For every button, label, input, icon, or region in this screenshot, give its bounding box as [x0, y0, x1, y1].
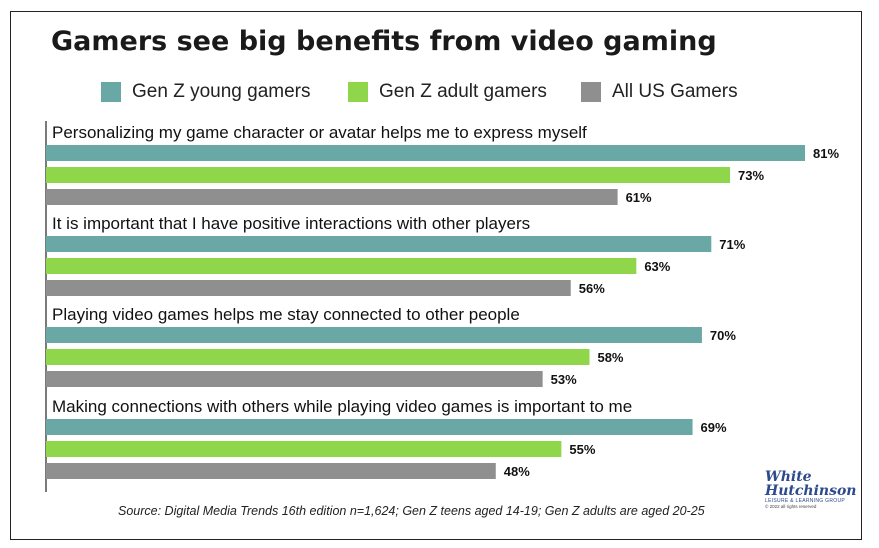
legend-item-all-us: All US Gamers [581, 80, 738, 104]
legend-swatch-gen-z-adult [348, 82, 368, 102]
bar-gen-z-young-gamers [46, 419, 693, 435]
data-label: 81% [813, 146, 839, 161]
bar-all-us-gamers [46, 371, 543, 387]
bar-gen-z-adult-gamers [46, 258, 637, 274]
source-note: Source: Digital Media Trends 16th editio… [118, 504, 705, 518]
bar-gen-z-adult-gamers [46, 349, 590, 365]
legend-item-gen-z-young: Gen Z young gamers [101, 80, 310, 104]
category-label: Playing video games helps me stay connec… [52, 305, 520, 324]
bar-gen-z-young-gamers [46, 327, 702, 343]
data-label: 61% [626, 190, 652, 205]
data-label: 56% [579, 281, 605, 296]
data-label: 53% [551, 372, 577, 387]
bar-all-us-gamers [46, 463, 496, 479]
white-hutchinson-logo: White Hutchinson LEISURE & LEARNING GROU… [765, 469, 857, 522]
chart-title: Gamers see big benefits from video gamin… [51, 26, 717, 57]
data-label: 70% [710, 328, 736, 343]
data-label: 63% [644, 259, 670, 274]
category-label: It is important that I have positive int… [52, 214, 530, 233]
data-label: 73% [738, 168, 764, 183]
data-label: 58% [597, 350, 623, 365]
data-label: 48% [504, 464, 530, 479]
data-label: 69% [701, 420, 727, 435]
category-label: Personalizing my game character or avata… [52, 123, 587, 142]
legend-label-all-us: All US Gamers [612, 81, 738, 102]
bar-gen-z-adult-gamers [46, 441, 562, 457]
legend-label-gen-z-young: Gen Z young gamers [132, 81, 311, 102]
category-label: Making connections with others while pla… [52, 397, 632, 416]
logo-line2: Hutchinson [765, 483, 857, 499]
bar-gen-z-young-gamers [46, 145, 805, 161]
legend-label-gen-z-adult: Gen Z adult gamers [379, 81, 547, 102]
bar-gen-z-adult-gamers [46, 167, 731, 183]
legend-item-gen-z-adult: Gen Z adult gamers [348, 80, 547, 104]
data-label: 71% [719, 237, 745, 252]
logo-tagline: LEISURE & LEARNING GROUP [765, 498, 845, 504]
bar-all-us-gamers [46, 189, 618, 205]
legend-swatch-gen-z-young [101, 82, 121, 102]
legend-swatch-all-us [581, 82, 601, 102]
bar-gen-z-young-gamers [46, 236, 712, 252]
logo-copyright: © 2022 all rights reserved [765, 504, 817, 509]
bar-all-us-gamers [46, 280, 571, 296]
logo-line1: White [765, 469, 812, 485]
data-label: 55% [569, 442, 595, 457]
